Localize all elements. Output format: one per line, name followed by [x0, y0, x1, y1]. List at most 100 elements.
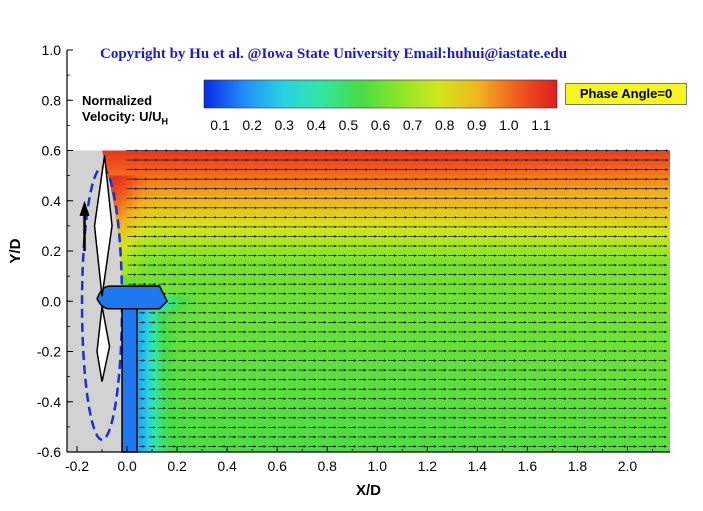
contour-cell [222, 185, 228, 191]
contour-cell [607, 275, 613, 281]
contour-cell [642, 230, 648, 236]
contour-cell [207, 245, 213, 251]
contour-cell [212, 185, 218, 191]
contour-cell [282, 365, 288, 371]
contour-cell [432, 240, 438, 246]
contour-cell [507, 150, 513, 156]
contour-cell [182, 250, 188, 256]
contour-cell [527, 340, 533, 346]
contour-cell [132, 245, 138, 251]
contour-cell [587, 315, 593, 321]
contour-cell [537, 280, 543, 286]
contour-cell [402, 275, 408, 281]
contour-cell [562, 295, 568, 301]
contour-cell [147, 235, 153, 241]
contour-cell [437, 215, 443, 221]
contour-cell [242, 295, 248, 301]
contour-cell [422, 335, 428, 341]
contour-cell [642, 210, 648, 216]
contour-cell [157, 315, 163, 321]
contour-cell [267, 285, 273, 291]
contour-cell [507, 355, 513, 361]
contour-cell [612, 190, 618, 196]
contour-cell [262, 240, 268, 246]
contour-cell [142, 365, 148, 371]
contour-cell [637, 185, 643, 191]
contour-cell [472, 260, 478, 266]
contour-cell [187, 225, 193, 231]
contour-cell [502, 200, 508, 206]
contour-cell [527, 240, 533, 246]
contour-cell [442, 360, 448, 366]
contour-cell [277, 155, 283, 161]
contour-cell [307, 230, 313, 236]
contour-cell [577, 290, 583, 296]
contour-cell [527, 290, 533, 296]
contour-cell [587, 260, 593, 266]
contour-cell [447, 265, 453, 271]
contour-cell [192, 245, 198, 251]
contour-cell [222, 240, 228, 246]
contour-cell [322, 295, 328, 301]
contour-cell [247, 150, 253, 156]
contour-cell [647, 240, 653, 246]
contour-cell [207, 360, 213, 366]
contour-cell [287, 185, 293, 191]
contour-cell [492, 355, 498, 361]
contour-cell [622, 295, 628, 301]
contour-cell [657, 295, 663, 301]
contour-cell [307, 220, 313, 226]
contour-cell [537, 155, 543, 161]
contour-cell [132, 240, 138, 246]
contour-cell [127, 170, 133, 176]
contour-cell [342, 175, 348, 181]
contour-cell [372, 280, 378, 286]
contour-cell [632, 170, 638, 176]
contour-cell [407, 250, 413, 256]
contour-cell [272, 150, 278, 156]
contour-cell [667, 360, 670, 366]
contour-cell [412, 325, 418, 331]
contour-cell [472, 315, 478, 321]
contour-cell [587, 190, 593, 196]
contour-cell [622, 350, 628, 356]
contour-cell [427, 345, 433, 351]
contour-cell [457, 320, 463, 326]
contour-cell [382, 350, 388, 356]
contour-cell [662, 315, 668, 321]
contour-cell [182, 245, 188, 251]
contour-cell [627, 240, 633, 246]
contour-cell [272, 200, 278, 206]
contour-cell [577, 355, 583, 361]
contour-cell [182, 170, 188, 176]
contour-cell [182, 280, 188, 286]
contour-cell [362, 250, 368, 256]
contour-cell [167, 270, 173, 276]
contour-cell [182, 180, 188, 186]
contour-cell [457, 155, 463, 161]
contour-cell [217, 270, 223, 276]
contour-cell [427, 240, 433, 246]
contour-cell [157, 340, 163, 346]
contour-cell [317, 200, 323, 206]
contour-cell [397, 180, 403, 186]
contour-cell [432, 235, 438, 241]
contour-cell [157, 270, 163, 276]
contour-cell [667, 170, 670, 176]
contour-cell [282, 285, 288, 291]
contour-cell [422, 190, 428, 196]
contour-cell [137, 360, 143, 366]
colorbar-tick-label: 0.7 [403, 117, 423, 133]
contour-cell [522, 350, 528, 356]
contour-cell [642, 250, 648, 256]
contour-cell [362, 180, 368, 186]
contour-cell [562, 160, 568, 166]
contour-cell [512, 360, 518, 366]
contour-cell [287, 215, 293, 221]
contour-cell [272, 220, 278, 226]
contour-cell [647, 220, 653, 226]
contour-cell [457, 240, 463, 246]
contour-cell [232, 170, 238, 176]
contour-cell [502, 255, 508, 261]
contour-cell [232, 160, 238, 166]
